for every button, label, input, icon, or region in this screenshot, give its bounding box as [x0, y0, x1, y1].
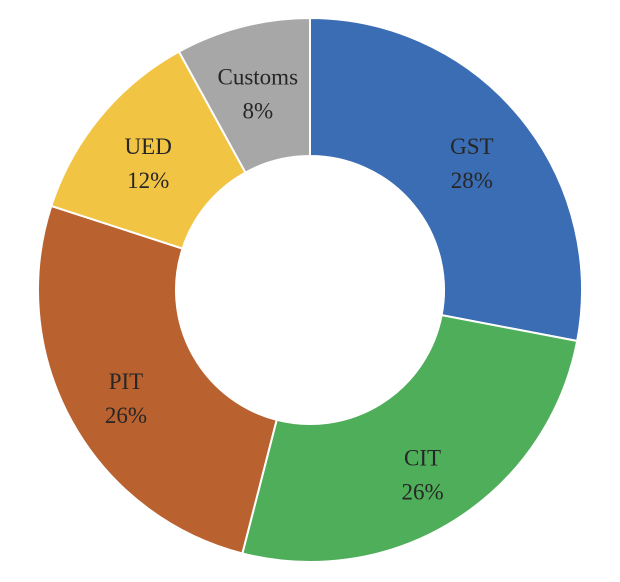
slice-cit — [241, 313, 579, 563]
slice-labels: GST 28% CIT 26% PIT 26% UED 12% Customs 8% — [105, 65, 494, 505]
slice-value-cit: 26% — [401, 479, 443, 504]
slice-label-gst: GST — [450, 134, 493, 159]
slice-value-gst: 28% — [451, 168, 493, 193]
slice-label-ued: UED — [125, 134, 172, 159]
slice-customs — [177, 16, 311, 174]
slice-pit — [37, 204, 278, 555]
slice-label-customs: Customs — [218, 65, 299, 90]
slice-value-pit: 26% — [105, 403, 147, 428]
donut-slices — [37, 16, 583, 563]
slice-label-pit: PIT — [109, 369, 144, 394]
slice-value-ued: 12% — [127, 168, 169, 193]
slice-label-cit: CIT — [404, 445, 441, 470]
slice-value-customs: 8% — [242, 99, 273, 124]
slice-gst — [309, 16, 583, 343]
